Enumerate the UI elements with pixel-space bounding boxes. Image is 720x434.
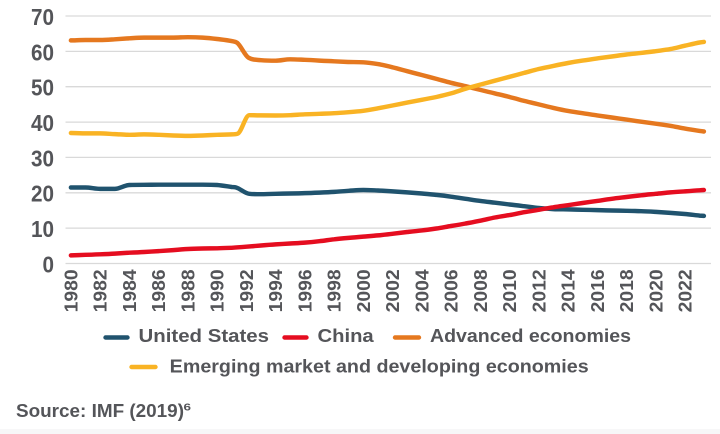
svg-text:1998: 1998 [325, 269, 345, 312]
svg-text:1980: 1980 [62, 269, 82, 312]
svg-text:20: 20 [31, 181, 54, 207]
svg-text:2002: 2002 [383, 269, 403, 312]
svg-text:2016: 2016 [588, 269, 608, 312]
svg-text:50: 50 [31, 75, 54, 101]
svg-text:Emerging market and developing: Emerging market and developing economies [170, 357, 589, 377]
svg-text:0: 0 [43, 251, 55, 277]
svg-text:China: China [318, 326, 375, 346]
svg-text:1982: 1982 [91, 269, 111, 312]
svg-text:60: 60 [31, 39, 54, 65]
svg-text:40: 40 [31, 110, 54, 136]
svg-text:1988: 1988 [179, 269, 199, 312]
svg-text:2004: 2004 [412, 269, 432, 312]
svg-text:1996: 1996 [295, 269, 315, 312]
svg-text:1992: 1992 [237, 269, 257, 312]
svg-text:6: 6 [184, 402, 192, 414]
svg-text:2022: 2022 [676, 269, 696, 312]
svg-text:2008: 2008 [471, 269, 491, 312]
svg-text:Advanced economies: Advanced economies [430, 326, 631, 346]
svg-text:30: 30 [31, 145, 54, 171]
svg-text:70: 70 [31, 4, 54, 30]
svg-text:2020: 2020 [646, 269, 666, 312]
svg-text:2014: 2014 [559, 269, 579, 312]
svg-text:2000: 2000 [354, 269, 374, 312]
svg-text:United States: United States [139, 326, 270, 346]
svg-text:1984: 1984 [120, 269, 140, 312]
svg-text:1990: 1990 [208, 269, 228, 312]
svg-text:1994: 1994 [266, 269, 286, 312]
svg-text:2006: 2006 [442, 269, 462, 312]
svg-text:2012: 2012 [529, 269, 549, 312]
svg-text:10: 10 [31, 216, 54, 242]
svg-text:1986: 1986 [149, 269, 169, 312]
svg-text:2018: 2018 [617, 269, 637, 312]
svg-text:2010: 2010 [500, 269, 520, 312]
svg-text:Source: IMF (2019): Source: IMF (2019) [16, 400, 184, 421]
